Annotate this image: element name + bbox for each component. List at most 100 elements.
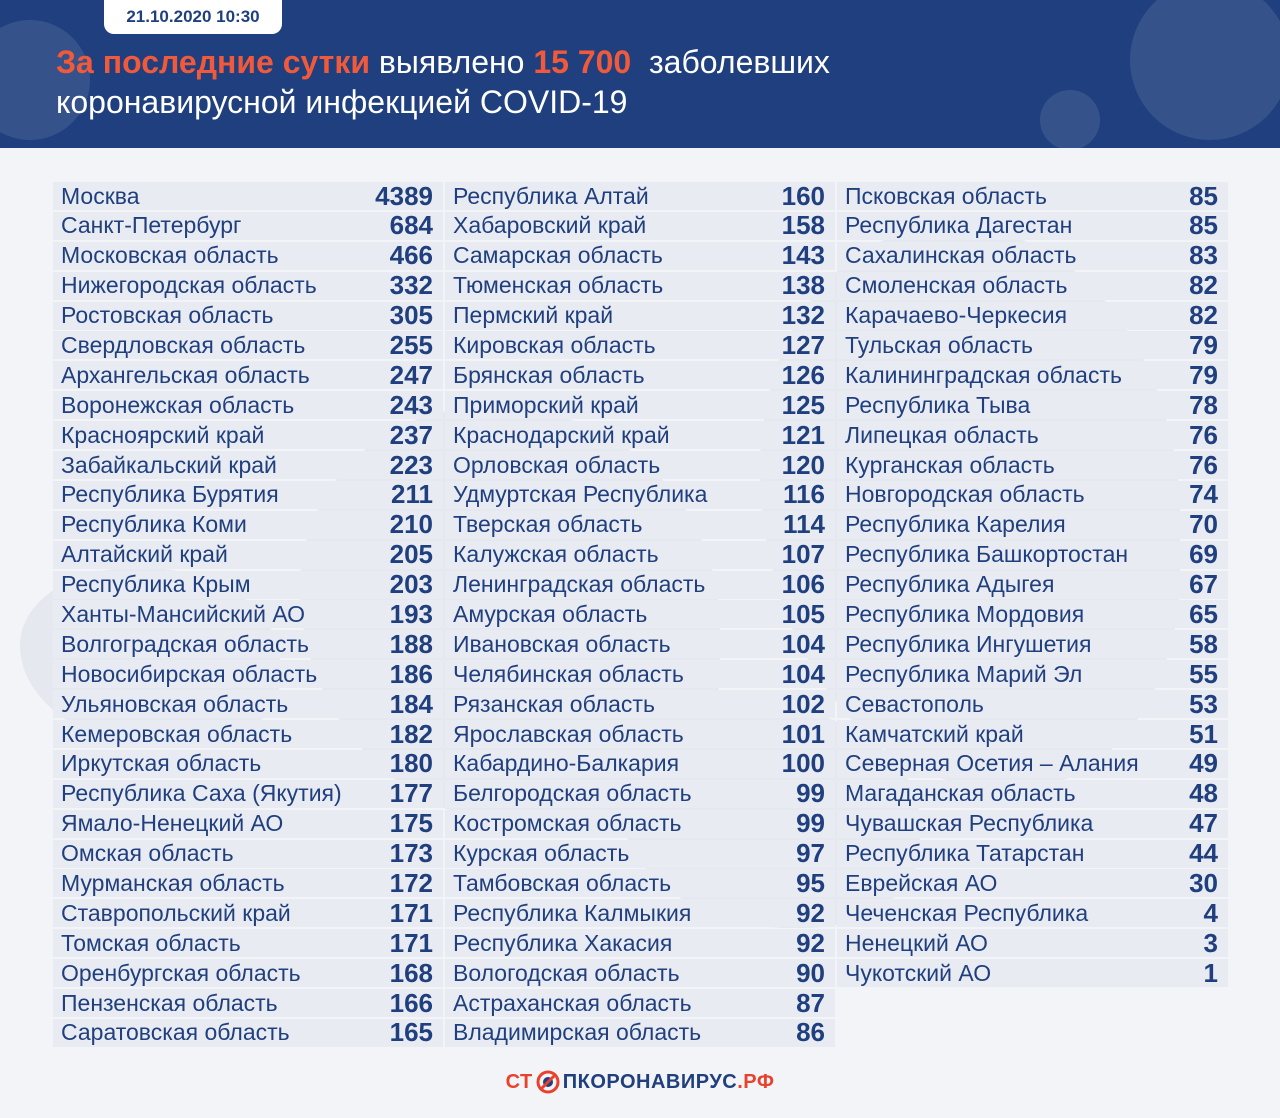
region-row: Кабардино-Балкария 100 [445, 748, 835, 779]
regions-column-2: Республика Алтай 160 Хабаровский край 158 Са… [445, 181, 835, 1049]
region-cases: 186 [389, 658, 433, 689]
region-name: Самарская область [453, 242, 663, 269]
region-name: Кемеровская область [61, 720, 293, 747]
region-cases: 172 [389, 867, 433, 898]
region-name: Саратовская область [61, 1019, 290, 1046]
region-row: Липецкая область 76 [837, 420, 1228, 450]
region-row: Республика Саха (Якутия) 177 [53, 778, 443, 808]
region-cases: 86 [796, 1017, 825, 1048]
region-name: Республика Адыгея [845, 571, 1055, 598]
region-name: Республика Алтай [453, 182, 649, 209]
region-row: Республика Адыгея 67 [837, 569, 1228, 599]
region-row: Рязанская область 102 [445, 689, 835, 719]
region-row: Калужская область 107 [445, 539, 835, 570]
region-row: Республика Бурятия 211 [53, 479, 443, 509]
region-row: Республика Татарстан 44 [837, 838, 1228, 869]
region-name: Ярославская область [453, 720, 684, 747]
region-cases: 74 [1189, 479, 1218, 510]
region-cases: 3 [1203, 927, 1218, 958]
region-name: Чеченская Республика [845, 899, 1089, 926]
region-cases: 44 [1189, 838, 1218, 869]
headline-line2: коронавирусной инфекцией COVID-19 [56, 84, 628, 120]
region-name: Новгородская область [845, 481, 1085, 508]
region-row: Костромская область 99 [445, 808, 835, 838]
region-name: Калужская область [453, 541, 659, 568]
region-name: Алтайский край [61, 541, 228, 568]
region-row: Удмуртская Республика 116 [445, 479, 835, 509]
region-name: Республика Татарстан [845, 840, 1085, 867]
region-name: Республика Бурятия [61, 481, 279, 508]
region-cases: 106 [781, 569, 825, 600]
region-row: Сахалинская область 83 [837, 240, 1228, 271]
region-name: Ненецкий АО [845, 929, 988, 956]
region-cases: 83 [1189, 240, 1218, 271]
region-row: Алтайский край 205 [53, 539, 443, 570]
region-row: Республика Мордовия 65 [837, 598, 1228, 629]
region-name: Костромская область [453, 810, 682, 837]
region-cases: 193 [389, 598, 433, 629]
region-name: Владимирская область [453, 1019, 702, 1046]
region-cases: 4 [1203, 897, 1218, 928]
region-row: Республика Марий Эл 55 [837, 659, 1228, 689]
region-row: Амурская область 105 [445, 599, 835, 629]
region-name: Омская область [61, 840, 234, 867]
region-cases: 171 [389, 897, 433, 928]
region-row: Мурманская область 172 [53, 867, 443, 898]
region-name: Красноярский край [61, 421, 265, 448]
region-name: Республика Мордовия [845, 600, 1085, 627]
region-name: Челябинская область [453, 660, 684, 687]
region-cases: 332 [389, 270, 433, 301]
region-row: Смоленская область 82 [837, 270, 1228, 300]
region-name: Тюменская область [453, 272, 664, 299]
region-cases: 99 [796, 778, 825, 809]
headline-highlight: За последние сутки [56, 44, 371, 80]
region-name: Вологодская область [453, 959, 680, 986]
region-row: Омская область 173 [53, 838, 443, 868]
region-cases: 107 [781, 539, 825, 570]
region-row: Курганская область 76 [837, 450, 1228, 480]
region-name: Томская область [61, 929, 241, 956]
region-cases: 165 [389, 1017, 433, 1048]
region-name: Иркутская область [61, 750, 262, 777]
region-row: Тульская область 79 [837, 330, 1228, 360]
region-name: Липецкая область [845, 421, 1039, 448]
region-cases: 65 [1189, 598, 1218, 629]
region-row: Ставропольский край 171 [53, 897, 443, 928]
region-row: Республика Башкортостан 69 [837, 539, 1228, 570]
region-row: Северная Осетия – Алания 49 [837, 748, 1228, 778]
region-row: Кировская область 127 [445, 330, 835, 360]
region-cases: 69 [1189, 539, 1218, 570]
region-cases: 125 [781, 389, 825, 420]
region-name: Республика Хакасия [453, 929, 673, 956]
region-name: Ставропольский край [61, 899, 291, 926]
region-row: Ханты-Мансийский АО 193 [53, 598, 443, 629]
region-name: Астраханская область [453, 989, 692, 1016]
headline-mid: выявлено [378, 44, 525, 80]
region-row: Карачаево-Черкесия 82 [837, 300, 1228, 330]
region-name: Амурская область [453, 600, 648, 627]
region-name: Республика Карелия [845, 511, 1066, 538]
region-cases: 182 [389, 718, 433, 749]
region-name: Орловская область [453, 451, 661, 478]
region-cases: 205 [389, 539, 433, 570]
region-cases: 121 [781, 419, 825, 450]
region-name: Курская область [453, 840, 630, 867]
region-row: Ярославская область 101 [445, 718, 835, 749]
region-row: Республика Тыва 78 [837, 390, 1228, 420]
region-cases: 79 [1189, 359, 1218, 390]
region-cases: 203 [389, 569, 433, 600]
region-cases: 101 [781, 718, 825, 749]
region-cases: 4389 [375, 180, 433, 211]
region-name: Тульская область [845, 331, 1034, 358]
region-cases: 466 [389, 240, 433, 271]
region-name: Севастополь [845, 690, 984, 717]
region-cases: 100 [781, 748, 825, 779]
region-cases: 53 [1189, 688, 1218, 719]
region-name: Ивановская область [453, 630, 671, 657]
region-cases: 132 [781, 300, 825, 331]
region-name: Калининградская область [845, 361, 1122, 388]
headline-tail: заболевших [649, 44, 830, 80]
region-row: Республика Коми 210 [53, 509, 443, 539]
region-cases: 158 [781, 210, 825, 241]
region-row: Севастополь 53 [837, 688, 1228, 719]
